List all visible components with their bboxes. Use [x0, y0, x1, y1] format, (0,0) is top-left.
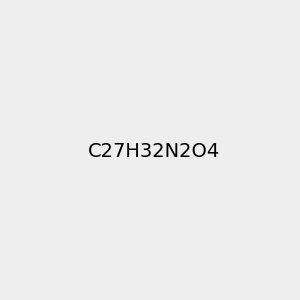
Text: C27H32N2O4: C27H32N2O4 — [88, 142, 220, 161]
